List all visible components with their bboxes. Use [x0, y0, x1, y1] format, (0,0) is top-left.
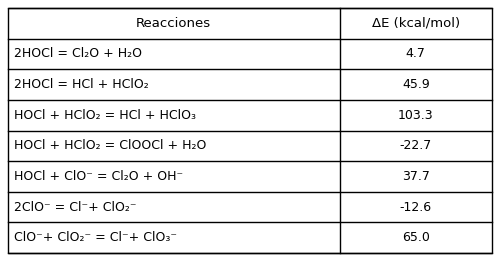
Text: HOCl + HClO₂ = HCl + HClO₃: HOCl + HClO₂ = HCl + HClO₃ [14, 109, 196, 122]
Text: 2HOCl = HCl + HClO₂: 2HOCl = HCl + HClO₂ [14, 78, 149, 91]
Text: 2ClO⁻ = Cl⁻+ ClO₂⁻: 2ClO⁻ = Cl⁻+ ClO₂⁻ [14, 200, 136, 213]
Text: Reacciones: Reacciones [136, 17, 212, 30]
Text: 4.7: 4.7 [406, 48, 425, 61]
Text: ClO⁻+ ClO₂⁻ = Cl⁻+ ClO₃⁻: ClO⁻+ ClO₂⁻ = Cl⁻+ ClO₃⁻ [14, 231, 177, 244]
Text: HOCl + HClO₂ = ClOOCl + H₂O: HOCl + HClO₂ = ClOOCl + H₂O [14, 139, 206, 152]
Text: HOCl + ClO⁻ = Cl₂O + OH⁻: HOCl + ClO⁻ = Cl₂O + OH⁻ [14, 170, 183, 183]
Text: 37.7: 37.7 [402, 170, 429, 183]
Text: -22.7: -22.7 [400, 139, 432, 152]
Text: 103.3: 103.3 [398, 109, 434, 122]
Text: 45.9: 45.9 [402, 78, 429, 91]
Text: 2HOCl = Cl₂O + H₂O: 2HOCl = Cl₂O + H₂O [14, 48, 142, 61]
Text: ΔE (kcal/mol): ΔE (kcal/mol) [372, 17, 460, 30]
Text: -12.6: -12.6 [400, 200, 432, 213]
Text: 65.0: 65.0 [402, 231, 429, 244]
